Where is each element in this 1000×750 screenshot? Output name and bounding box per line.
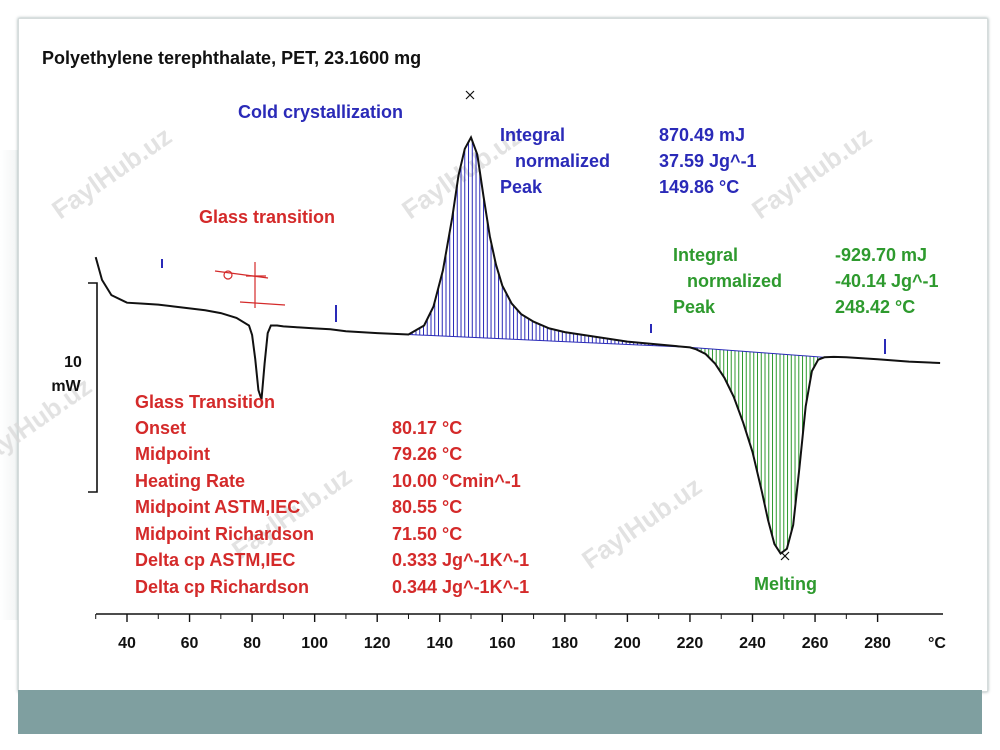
melting-label: Melting [754,574,817,594]
glass-row-value: 0.344 Jg^-1K^-1 [392,577,529,597]
cold-crystallization-results: Integral 870.49 mJ normalized 37.59 Jg^-… [500,125,757,197]
cold-row-value: 149.86 °C [659,177,739,197]
cold-row-label: normalized [515,151,610,171]
chart-title: Polyethylene terephthalate, PET, 23.1600… [42,48,421,68]
x-axis-unit: °C [928,635,946,652]
x-tick-label: 140 [426,635,453,652]
x-tick-label: 60 [181,635,199,652]
x-axis-ticks: 40 60 80 100 120 140 160 180 200 220 240 260 280 [95,614,891,652]
cold-crystallization-baseline [408,334,690,348]
melt-row-label: Integral [673,245,738,265]
x-tick-label: 200 [614,635,641,652]
cold-row-value: 37.59 Jg^-1 [659,151,757,171]
cold-crystallization-label: Cold crystallization [238,102,403,122]
melting-baseline [689,346,825,358]
glass-row-label: Onset [135,418,186,438]
glass-row-value: 0.333 Jg^-1K^-1 [392,550,529,570]
x-tick-label: 80 [243,635,261,652]
peak-markers [465,90,790,561]
glass-tangent-line-lower [239,301,286,306]
melting-results: Integral -929.70 mJ normalized -40.14 Jg… [673,245,939,317]
melt-row-value: -929.70 mJ [835,245,927,265]
cold-crystallization-hatch [411,140,687,348]
melt-row-value: -40.14 Jg^-1 [835,271,939,291]
glass-row-label: Midpoint Richardson [135,524,314,544]
scale-bar-value: 10 [64,354,82,371]
top-margin [0,0,1000,18]
watermark: FaylHub.uz [746,121,877,225]
melt-row-label: Peak [673,297,716,317]
cold-row-label: Peak [500,177,543,197]
glass-row-value: 79.26 °C [392,444,462,464]
watermark: FaylHub.uz [46,121,177,225]
melt-row-value: 248.42 °C [835,297,915,317]
cold-row-label: Integral [500,125,565,145]
x-tick-label: 280 [864,635,891,652]
watermark: FaylHub.uz [0,371,97,475]
scale-bar [88,282,98,493]
glass-transition-construction [214,262,286,308]
glass-row-label: Heating Rate [135,471,245,491]
glass-row-label: Delta cp Richardson [135,577,309,597]
melting-hatch [693,347,822,553]
scale-bar-unit: mW [51,378,81,395]
glass-row-value: 71.50 °C [392,524,462,544]
cold-peak-marker [465,90,475,100]
glass-row-value: 80.17 °C [392,418,462,438]
glass-transition-label: Glass transition [199,207,335,227]
glass-row-label: Delta cp ASTM,IEC [135,550,295,570]
slide-frame [18,18,988,692]
x-tick-label: 100 [301,635,328,652]
x-tick-label: 240 [739,635,766,652]
glass-table-header: Glass Transition [135,392,275,412]
x-tick-label: 120 [364,635,391,652]
footer-bar [18,690,982,734]
x-tick-label: 160 [489,635,516,652]
melt-row-label: normalized [687,271,782,291]
dsc-curve [94,134,941,555]
glass-transition-results: Glass Transition Onset 80.17 °C Midpoint… [135,392,529,597]
x-tick-label: 260 [802,635,829,652]
left-edge-shadow [0,150,18,620]
x-tick-label: 40 [118,635,136,652]
x-tick-label: 220 [677,635,704,652]
x-tick-label: 180 [551,635,578,652]
limit-markers [161,259,886,354]
glass-row-value: 80.55 °C [392,497,462,517]
cold-row-value: 870.49 mJ [659,125,745,145]
glass-row-label: Midpoint [135,444,210,464]
glass-row-label: Midpoint ASTM,IEC [135,497,300,517]
melt-peak-marker [780,551,790,561]
glass-midpoint-marker [223,270,233,280]
watermark: FaylHub.uz [576,471,707,575]
glass-tangent-line [214,270,269,279]
glass-row-value: 10.00 °Cmin^-1 [392,471,521,491]
